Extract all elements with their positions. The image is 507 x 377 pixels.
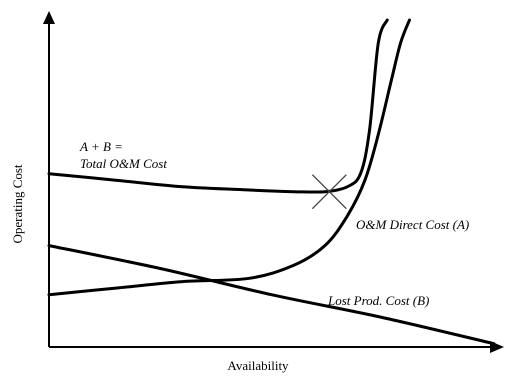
axes (43, 11, 504, 353)
minimum-x-marker (311, 174, 347, 210)
x-axis-label: Availability (227, 358, 289, 373)
series-label-total-line-1: A + B = (79, 139, 123, 154)
x-marker-stroke-b (311, 174, 347, 210)
y-axis-arrow (43, 11, 55, 24)
series-label-total-line-2: Total O&M Cost (80, 156, 167, 171)
series-line-total-cost (47, 18, 389, 194)
series-line-direct-cost (47, 18, 411, 297)
series-label-direct-cost: O&M Direct Cost (A) (356, 217, 469, 232)
series-line-lost-production-cost (47, 244, 496, 346)
series-label-lost-production: Lost Prod. Cost (B) (327, 293, 429, 308)
y-axis-label: Operating Cost (10, 164, 25, 243)
curves (47, 18, 496, 346)
